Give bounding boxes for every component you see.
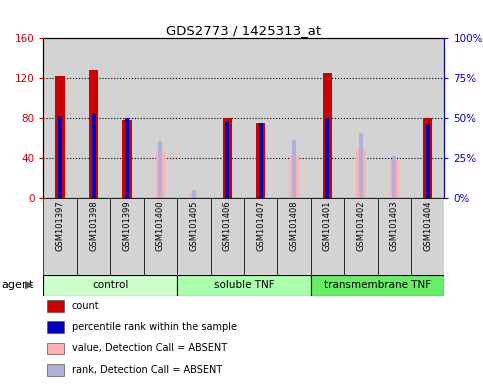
Bar	[289, 155, 298, 198]
Bar	[47, 364, 64, 376]
Text: GSM101400: GSM101400	[156, 200, 165, 251]
Bar	[122, 120, 132, 198]
Bar	[125, 118, 129, 198]
Bar	[311, 38, 344, 198]
Bar	[47, 343, 64, 354]
Bar	[244, 38, 277, 198]
Bar	[158, 141, 162, 198]
Bar	[177, 198, 211, 275]
Text: control: control	[92, 280, 128, 290]
Text: GSM101404: GSM101404	[423, 200, 432, 251]
Text: transmembrane TNF: transmembrane TNF	[324, 280, 431, 290]
Bar	[292, 140, 296, 198]
Bar	[411, 38, 444, 198]
Bar	[223, 118, 232, 198]
Bar	[92, 113, 96, 198]
Text: ▶: ▶	[25, 280, 34, 290]
Bar	[390, 160, 399, 198]
Text: GSM101403: GSM101403	[390, 200, 399, 251]
Bar	[43, 275, 177, 296]
Bar	[378, 198, 411, 275]
Bar	[323, 73, 332, 198]
Bar	[326, 118, 329, 198]
Text: GSM101407: GSM101407	[256, 200, 265, 251]
Bar	[144, 38, 177, 198]
Bar	[311, 275, 444, 296]
Text: GSM101406: GSM101406	[223, 200, 232, 251]
Bar	[177, 275, 311, 296]
Bar	[426, 123, 430, 198]
Bar	[356, 150, 366, 198]
Bar	[211, 38, 244, 198]
Text: GSM101405: GSM101405	[189, 200, 199, 251]
Bar	[344, 38, 378, 198]
Bar	[225, 121, 229, 198]
Text: GSM101408: GSM101408	[289, 200, 298, 251]
Bar	[277, 198, 311, 275]
Bar	[43, 38, 77, 198]
Text: rank, Detection Call = ABSENT: rank, Detection Call = ABSENT	[71, 364, 222, 375]
Title: GDS2773 / 1425313_at: GDS2773 / 1425313_at	[166, 24, 322, 37]
Bar	[47, 300, 64, 312]
Bar	[56, 76, 65, 198]
Text: GSM101399: GSM101399	[123, 200, 131, 251]
Bar	[423, 118, 432, 198]
Bar	[244, 198, 277, 275]
Text: GSM101402: GSM101402	[356, 200, 365, 251]
Bar	[344, 198, 378, 275]
Text: soluble TNF: soluble TNF	[213, 280, 274, 290]
Bar	[89, 70, 98, 198]
Bar	[47, 321, 64, 333]
Bar	[58, 116, 62, 198]
Text: GSM101397: GSM101397	[56, 200, 65, 251]
Text: GSM101401: GSM101401	[323, 200, 332, 251]
Bar	[43, 198, 77, 275]
Bar	[392, 156, 396, 198]
Bar	[211, 198, 244, 275]
Text: count: count	[71, 301, 99, 311]
Bar	[359, 133, 363, 198]
Bar	[256, 123, 265, 198]
Text: agent: agent	[1, 280, 33, 290]
Bar	[156, 151, 165, 198]
Bar	[311, 198, 344, 275]
Bar	[189, 193, 199, 198]
Bar	[277, 38, 311, 198]
Bar	[77, 38, 110, 198]
Bar	[110, 198, 144, 275]
Bar	[411, 198, 444, 275]
Text: percentile rank within the sample: percentile rank within the sample	[71, 322, 237, 333]
Bar	[144, 198, 177, 275]
Text: GSM101398: GSM101398	[89, 200, 98, 251]
Bar	[258, 123, 263, 198]
Bar	[378, 38, 411, 198]
Bar	[177, 38, 211, 198]
Bar	[110, 38, 144, 198]
Bar	[192, 190, 196, 198]
Text: value, Detection Call = ABSENT: value, Detection Call = ABSENT	[71, 343, 227, 354]
Bar	[77, 198, 110, 275]
